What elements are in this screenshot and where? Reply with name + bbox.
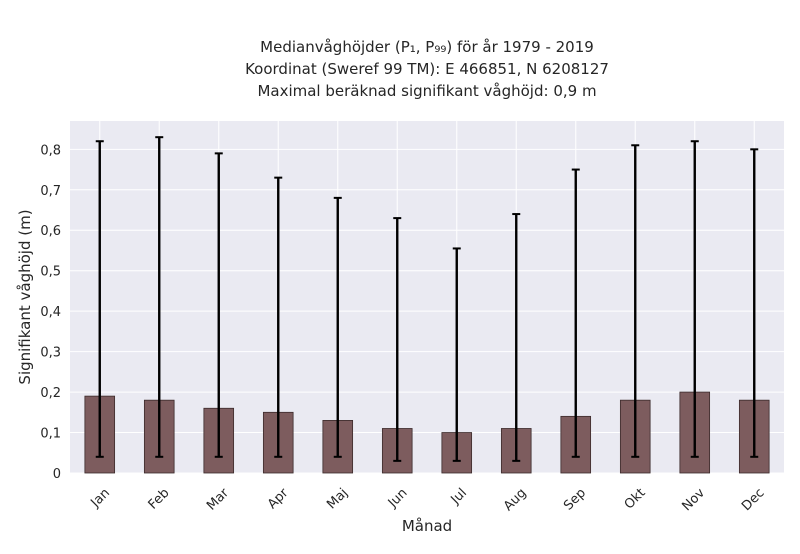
x-axis-label: Månad bbox=[402, 517, 452, 535]
x-tick-label: Nov bbox=[679, 485, 708, 514]
y-tick-label: 0,6 bbox=[40, 224, 61, 239]
error-bars-layer bbox=[95, 136, 759, 462]
y-tick-label: 0,1 bbox=[40, 427, 61, 442]
y-tick-label: 0 bbox=[53, 467, 61, 482]
x-tick-label: Feb bbox=[146, 486, 173, 513]
chart-title-line-1: Medianvåghöjder (P₁, P₉₉) för år 1979 - … bbox=[260, 38, 594, 56]
x-tick-label: Maj bbox=[324, 486, 351, 513]
y-tick-label: 0,4 bbox=[40, 305, 61, 320]
x-tick-label: Jul bbox=[448, 486, 470, 508]
y-tick-label: 0,7 bbox=[40, 184, 61, 199]
y-tick-label: 0,8 bbox=[40, 143, 61, 158]
y-tick-label: 0,5 bbox=[40, 265, 61, 280]
y-tick-label: 0,3 bbox=[40, 346, 61, 361]
x-tick-label: Okt bbox=[622, 486, 649, 513]
y-axis-label: Signifikant våghöjd (m) bbox=[16, 209, 34, 384]
chart-title-line-2: Koordinat (Sweref 99 TM): E 466851, N 62… bbox=[245, 60, 609, 78]
x-tick-label: Jun bbox=[385, 486, 411, 512]
chart-title-line-3: Maximal beräknad signifikant våghöjd: 0,… bbox=[257, 82, 596, 100]
x-tick-label: Aug bbox=[501, 486, 530, 515]
x-tick-label: Jan bbox=[88, 486, 113, 511]
y-ticks-layer: 0 0,1 0,2 0,3 0,4 0,5 0,6 0,7 0,8 bbox=[40, 143, 61, 482]
x-tick-label: Apr bbox=[265, 485, 292, 512]
plot-area bbox=[70, 121, 784, 473]
y-tick-label: 0,2 bbox=[40, 386, 61, 401]
x-tick-label: Sep bbox=[561, 486, 589, 514]
x-ticks-layer: Jan Feb Mar Apr Maj Jun Jul Aug Sep Okt Nov Dec bbox=[88, 485, 768, 514]
x-tick-label: Mar bbox=[204, 485, 232, 513]
x-tick-label: Dec bbox=[739, 486, 767, 514]
